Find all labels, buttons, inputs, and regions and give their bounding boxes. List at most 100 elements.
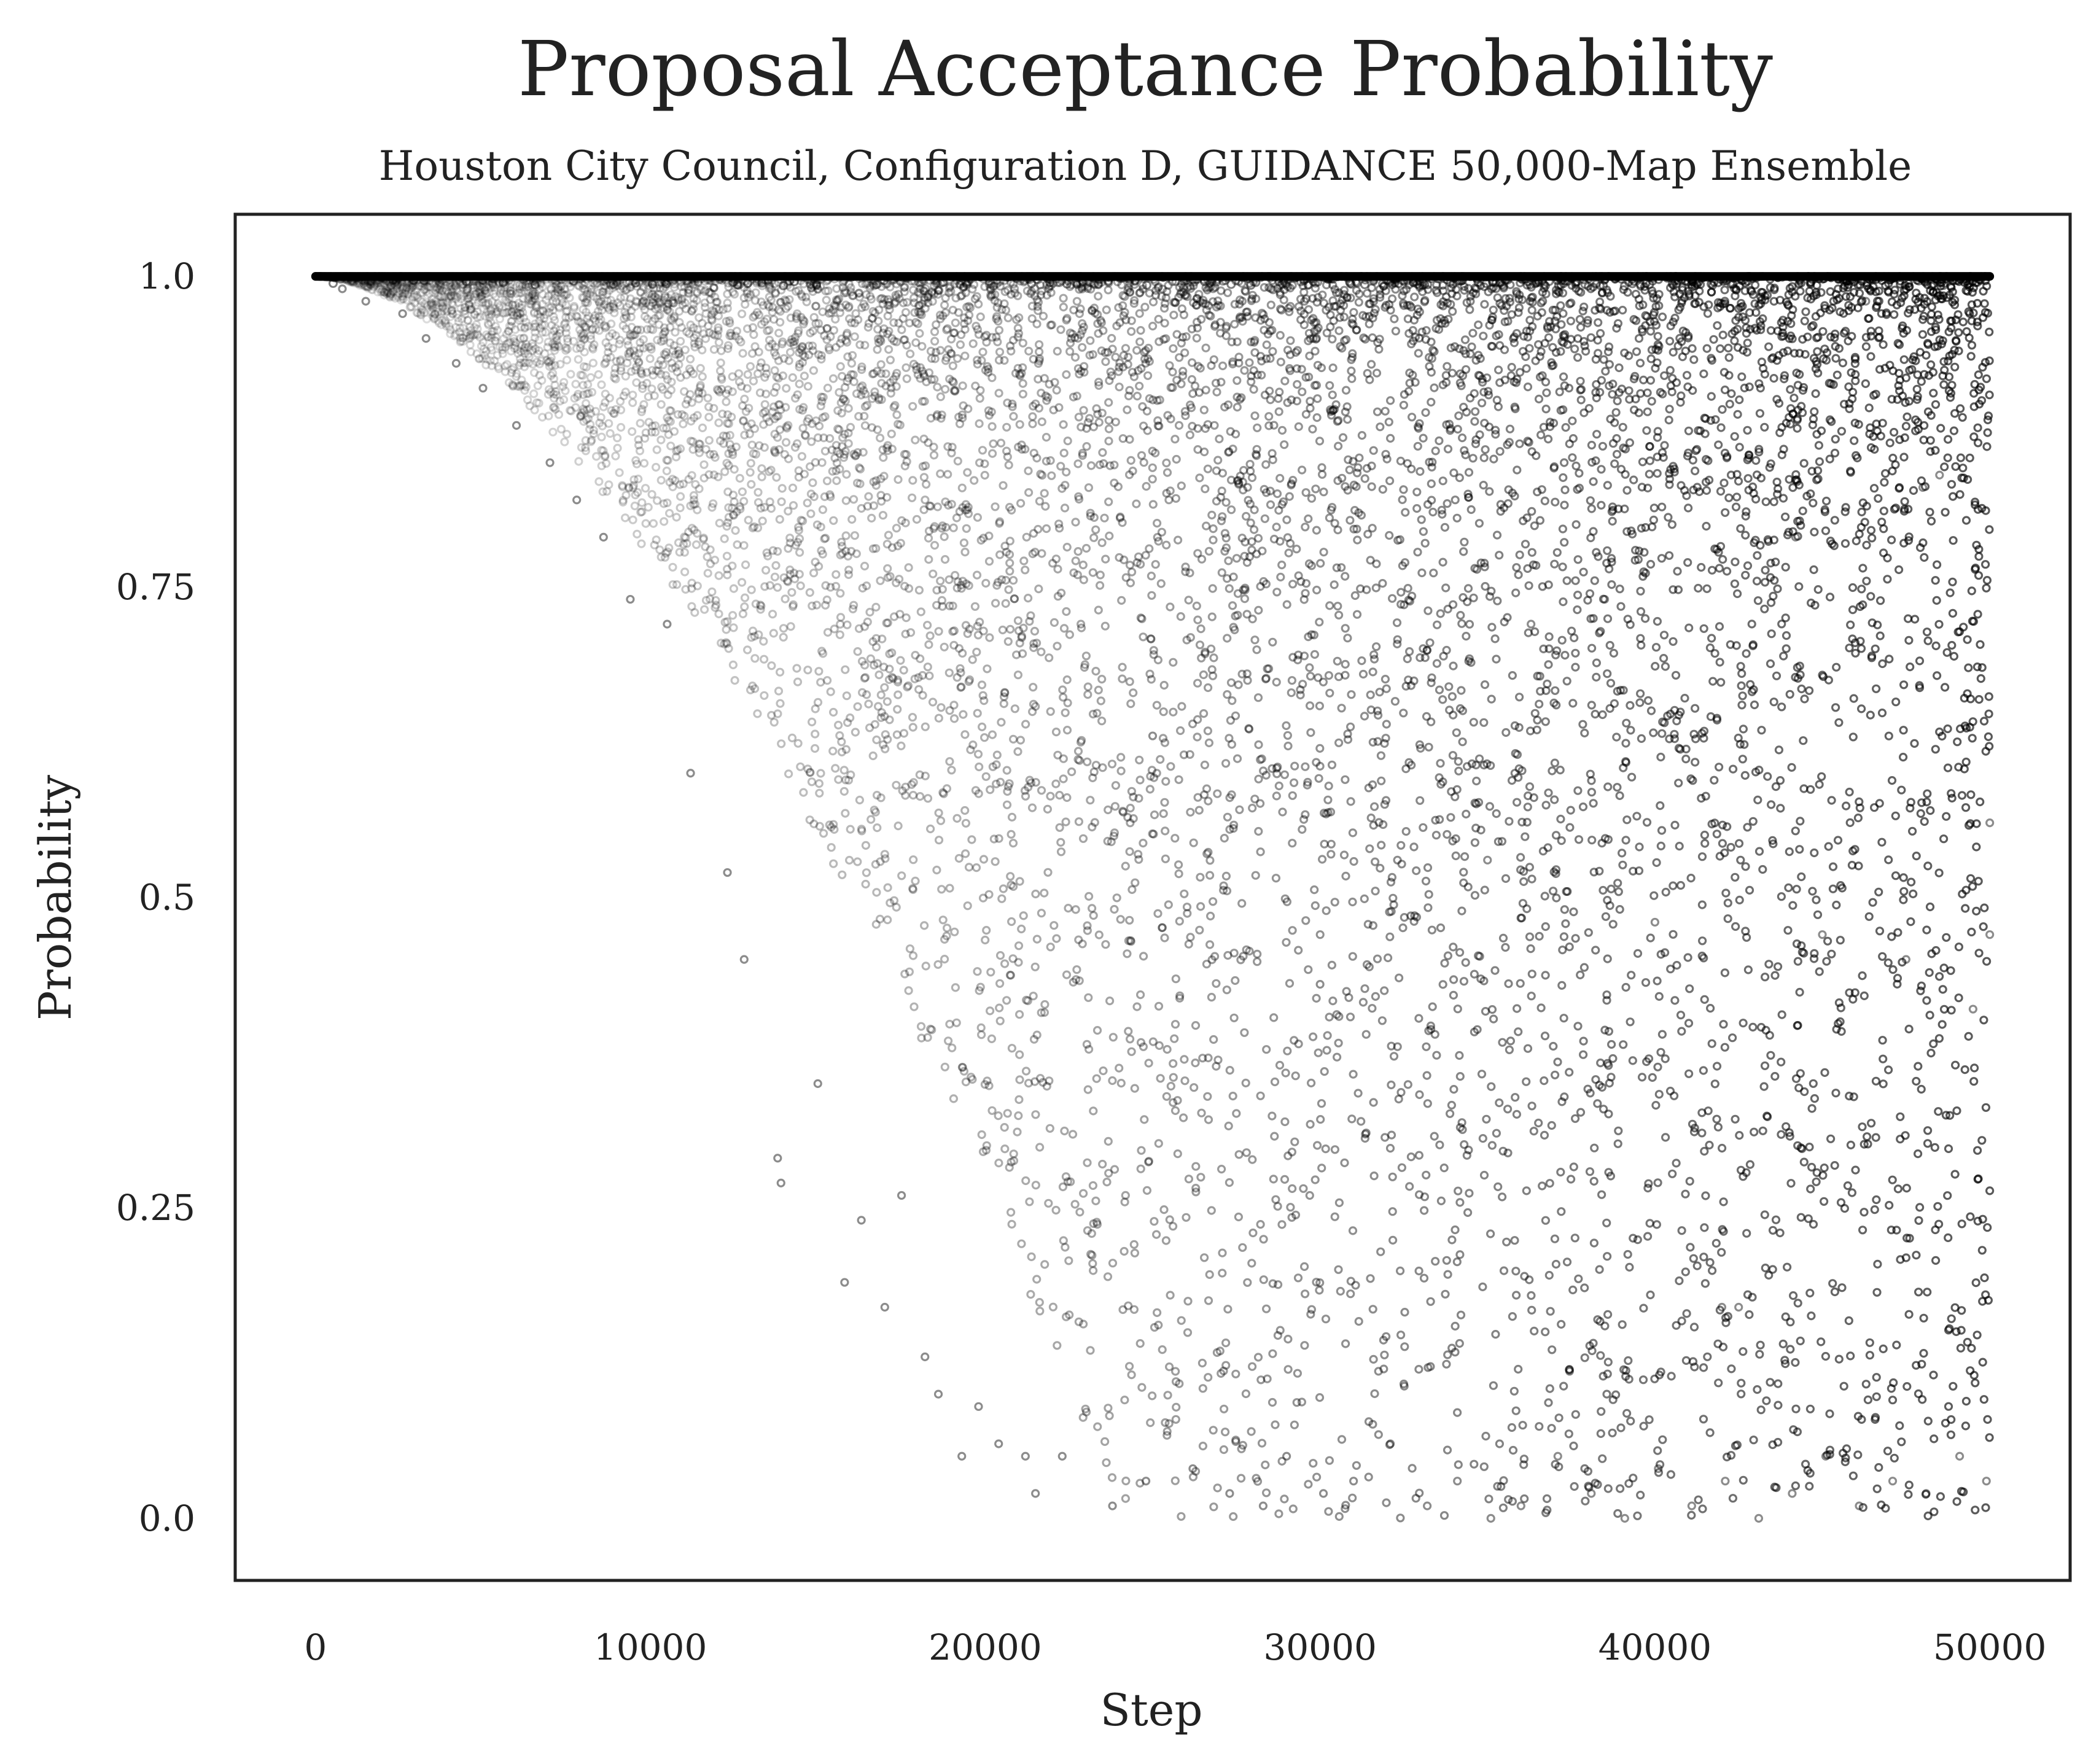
data-point <box>438 306 448 316</box>
data-point <box>782 422 791 432</box>
data-point <box>1694 583 1703 593</box>
data-point <box>1269 1013 1279 1022</box>
data-point <box>1912 1251 1921 1260</box>
data-point <box>1549 1041 1558 1051</box>
data-point <box>451 281 461 290</box>
data-point <box>1325 1456 1334 1465</box>
data-point <box>895 610 905 619</box>
data-point <box>479 281 489 290</box>
data-point <box>1564 383 1574 393</box>
data-point <box>1449 600 1458 609</box>
data-point <box>1401 764 1411 774</box>
data-point <box>616 366 626 376</box>
data-point <box>1538 1181 1547 1191</box>
data-point <box>1312 758 1321 767</box>
data-point <box>1279 497 1288 507</box>
data-point <box>1541 1216 1550 1225</box>
data-point <box>1469 718 1478 727</box>
data-point <box>1116 753 1126 762</box>
data-point <box>960 319 969 328</box>
data-point <box>1566 806 1575 815</box>
data-point <box>1741 570 1750 580</box>
data-point <box>1322 306 1331 315</box>
data-point <box>1947 793 1957 803</box>
data-point <box>1002 800 1012 809</box>
data-point <box>1144 1059 1153 1068</box>
data-point <box>776 699 785 708</box>
data-point <box>1446 813 1455 822</box>
data-point <box>985 633 994 642</box>
data-point <box>1877 309 1886 318</box>
data-point <box>1613 1139 1622 1148</box>
data-point <box>1700 1146 1709 1156</box>
data-point <box>961 621 971 630</box>
data-point <box>1637 734 1646 744</box>
data-point <box>1485 321 1494 330</box>
data-point <box>709 284 719 293</box>
data-point <box>1657 729 1667 738</box>
data-point <box>500 280 510 289</box>
data-point <box>1885 1200 1894 1210</box>
data-point <box>1793 662 1802 672</box>
data-point <box>1374 1430 1383 1439</box>
data-point <box>712 385 722 394</box>
data-point <box>779 624 789 633</box>
data-point <box>1021 1451 1030 1461</box>
data-point <box>1328 281 1338 290</box>
data-point <box>1904 1310 1914 1319</box>
data-point <box>1689 1127 1699 1136</box>
data-point <box>984 557 994 566</box>
data-point <box>1086 796 1095 805</box>
data-point <box>914 301 924 310</box>
data-point <box>604 480 613 489</box>
data-point <box>1222 574 1232 583</box>
data-point <box>1573 353 1583 362</box>
data-point <box>1540 1076 1549 1086</box>
data-point <box>1684 1069 1694 1078</box>
data-point <box>1718 554 1727 564</box>
data-point <box>1544 1398 1553 1407</box>
data-point <box>1240 594 1250 604</box>
data-point <box>1603 546 1612 555</box>
data-point <box>1075 756 1084 765</box>
data-point <box>647 293 656 302</box>
data-point <box>1429 569 1438 578</box>
data-point <box>1350 591 1360 600</box>
data-point <box>520 362 529 371</box>
data-point <box>1699 1415 1708 1424</box>
data-point <box>1391 327 1400 336</box>
data-point <box>820 412 830 421</box>
data-point <box>1467 342 1476 352</box>
data-point <box>1771 1215 1781 1224</box>
data-point <box>1199 405 1209 414</box>
data-point <box>1939 834 1949 844</box>
data-point <box>665 307 674 316</box>
data-point <box>386 284 395 293</box>
data-point <box>1181 290 1191 300</box>
data-point <box>1349 1477 1358 1486</box>
data-point <box>1175 353 1184 362</box>
data-point <box>893 542 903 551</box>
data-point <box>1341 1339 1350 1348</box>
data-point <box>1199 670 1209 680</box>
data-point <box>632 378 641 387</box>
data-point <box>1656 752 1665 762</box>
data-point <box>1135 990 1145 1000</box>
data-point <box>1805 1142 1814 1152</box>
data-point <box>1885 438 1895 448</box>
data-point <box>618 321 628 330</box>
data-point <box>886 356 895 365</box>
data-point <box>1024 488 1034 497</box>
data-point <box>1478 1282 1487 1291</box>
data-point <box>987 280 996 289</box>
data-point <box>1780 371 1789 380</box>
data-point <box>1479 332 1488 341</box>
data-point <box>597 380 606 389</box>
data-point <box>1821 1351 1830 1361</box>
data-point <box>610 409 619 419</box>
data-point <box>1764 1270 1774 1280</box>
data-point <box>1769 497 1778 507</box>
data-point <box>1324 781 1333 791</box>
data-point <box>1109 831 1119 841</box>
data-point <box>835 308 845 317</box>
